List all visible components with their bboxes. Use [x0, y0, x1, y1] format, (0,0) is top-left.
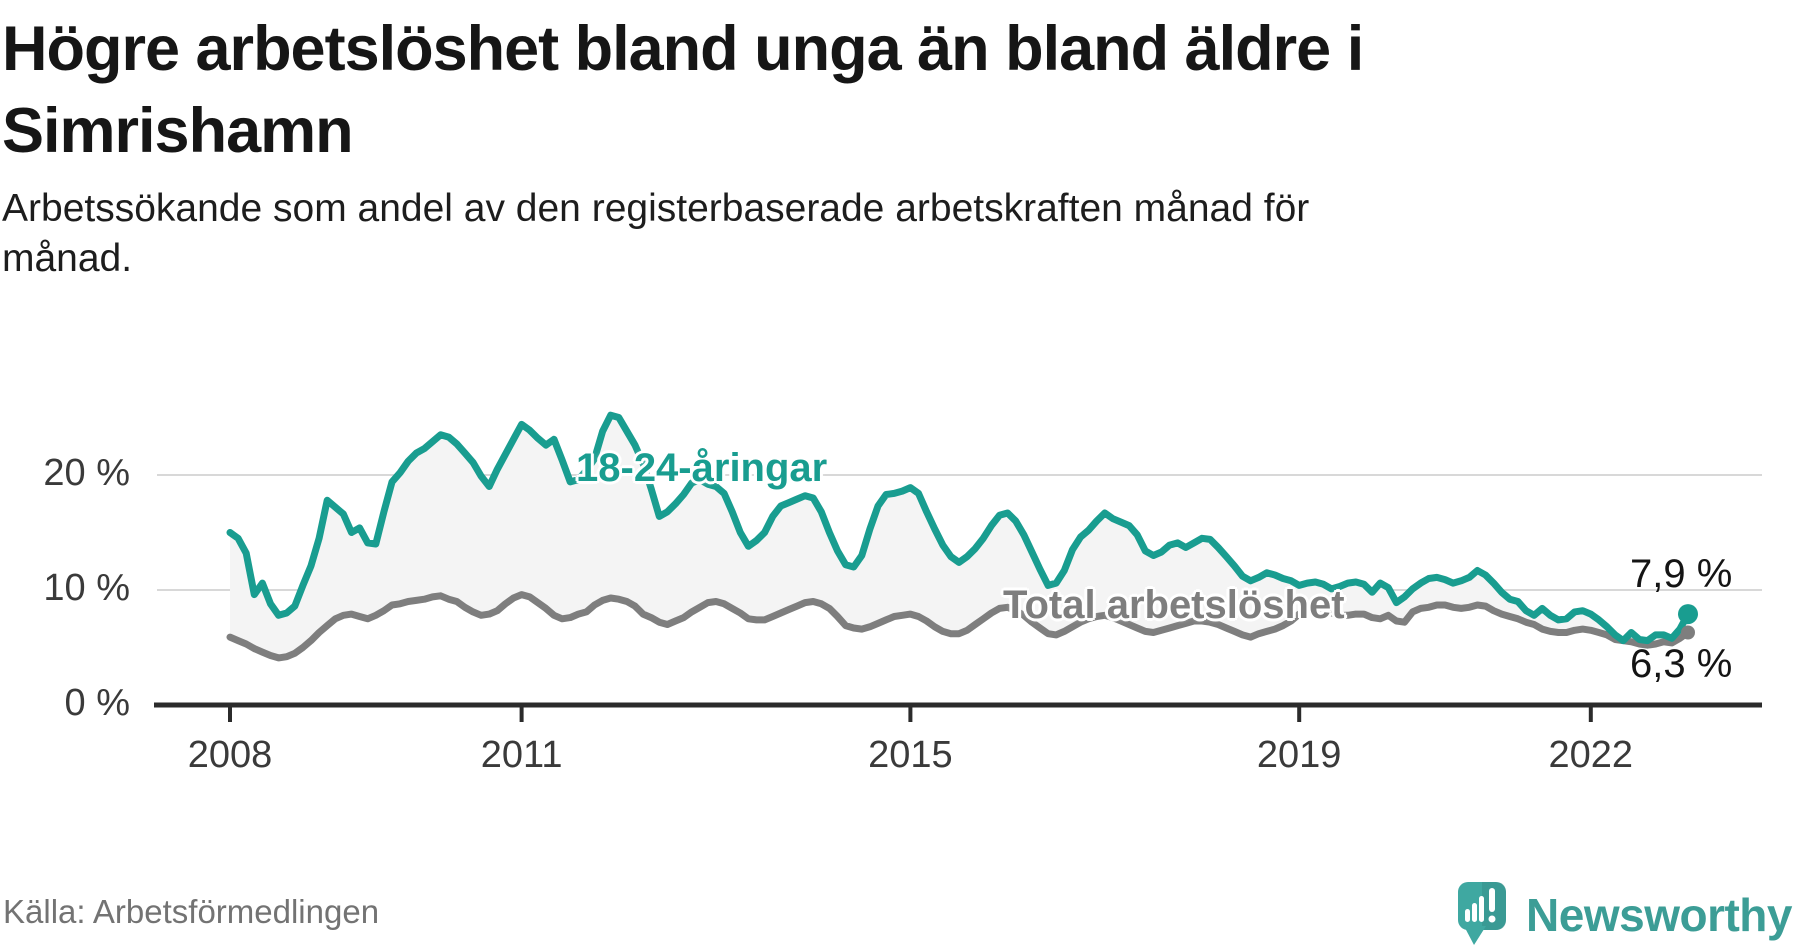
total-series-label: Total arbetslöshet: [1003, 583, 1345, 627]
x-tick-label: 2022: [1548, 734, 1634, 776]
total-end-dot: [1681, 625, 1695, 640]
youth-series-label: 18-24-åringar: [576, 446, 828, 490]
youth-unemployment-line: [226, 411, 1692, 645]
source-note: Källa: Arbetsförmedlingen: [3, 893, 380, 930]
title-line-2: Simrishamn: [2, 96, 354, 166]
youth-end-value: 7,9 %: [1630, 552, 1733, 596]
x-tick-label: 2008: [187, 734, 273, 776]
title-line-1: Högre arbetslöshet bland unga än bland ä…: [2, 14, 1364, 84]
x-tick-label: 2019: [1256, 734, 1342, 776]
subtitle-line-1: Arbetssökande som andel av den registerb…: [2, 187, 1310, 230]
page-subtitle: Arbetssökande som andel av den registerb…: [2, 184, 1309, 284]
y-tick-label-0: 0 %: [64, 682, 130, 724]
y-tick-label-10: 10 %: [43, 567, 130, 609]
newsworthy-brand: Newsworthy: [1458, 882, 1792, 948]
x-tick-label: 2015: [868, 734, 953, 776]
x-axis-ticks: [228, 705, 1593, 722]
subtitle-line-2: månad.: [2, 237, 133, 280]
total-unemployment-line: [226, 591, 1692, 662]
total-end-value: 6,3 %: [1630, 642, 1733, 686]
area-between-series: [230, 415, 1688, 658]
newsworthy-wordmark: Newsworthy: [1526, 889, 1792, 941]
x-tick-label: 2011: [480, 734, 563, 776]
y-tick-label-20: 20 %: [43, 452, 130, 494]
page-title: Högre arbetslöshet bland unga än bland ä…: [2, 8, 1364, 172]
newsworthy-logo-icon: [1458, 882, 1507, 945]
youth-end-dot: [1678, 604, 1698, 625]
